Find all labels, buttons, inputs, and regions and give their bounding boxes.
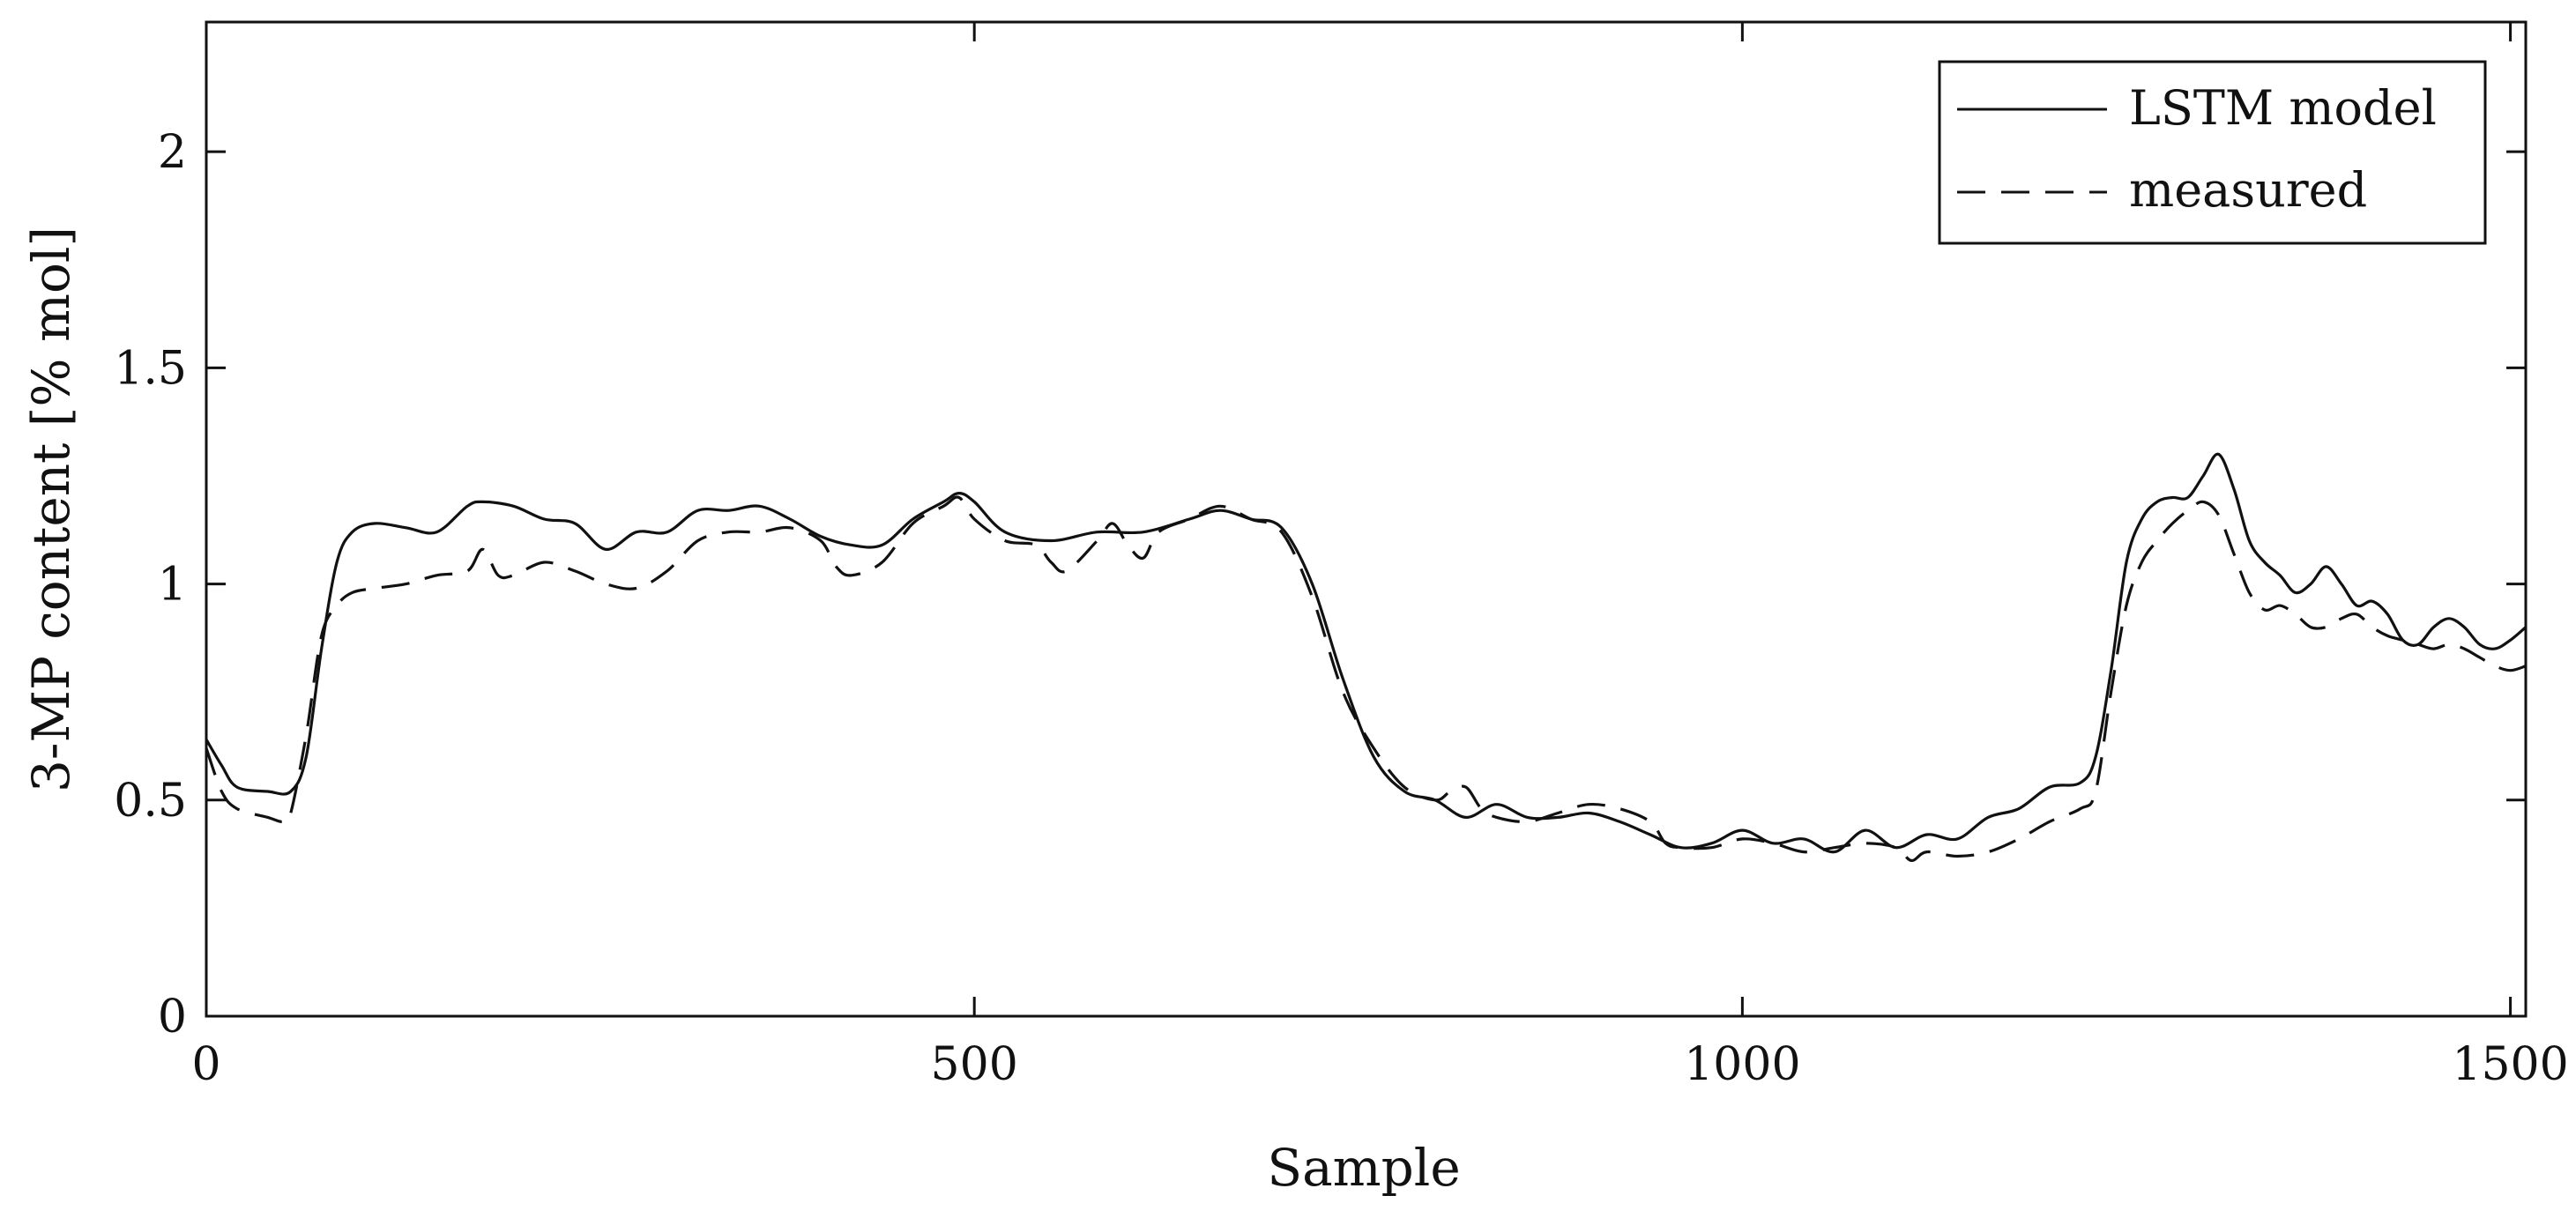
tick-labels: 0 500 1000 1500 0 0.5 1 1.5 2 (114, 126, 2568, 1091)
legend: LSTM model measured (1938, 60, 2487, 245)
series-line-lstm-model (205, 452, 2528, 854)
x-tick-label: 1500 (2452, 1038, 2568, 1091)
legend-box (1938, 60, 2487, 245)
y-tick-label: 0 (158, 991, 187, 1043)
legend-label-measured: measured (2129, 162, 2367, 218)
series-lines (205, 452, 2528, 862)
series-line-measured (205, 495, 2527, 862)
axis-ticks (205, 22, 2526, 1018)
legend-label-lstm-model: LSTM model (2129, 80, 2437, 136)
x-tick-label: 0 (191, 1038, 220, 1091)
y-tick-label: 2 (158, 126, 187, 179)
x-axis-title: Sample (1267, 1138, 1460, 1198)
y-axis-title: 3-MP content [% mol] (21, 227, 81, 792)
x-tick-label: 500 (931, 1038, 1018, 1091)
x-tick-label: 1000 (1684, 1038, 1800, 1091)
y-tick-label: 1.5 (114, 342, 187, 395)
y-tick-label: 1 (158, 559, 187, 612)
y-tick-label: 0.5 (114, 775, 187, 828)
